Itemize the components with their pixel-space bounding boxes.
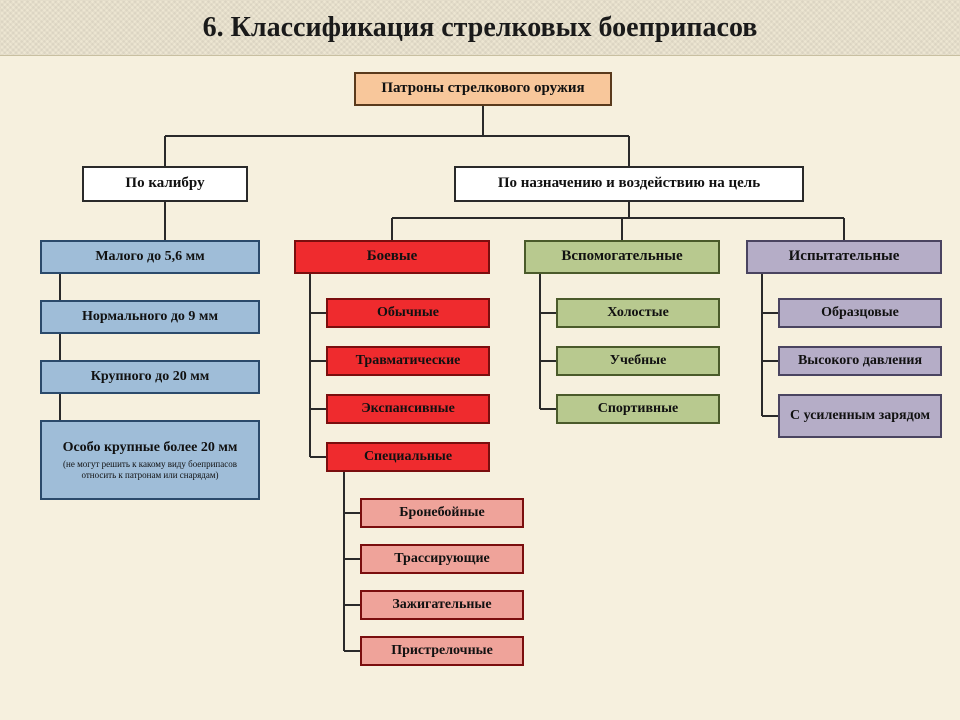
node-label: Обычные [377, 305, 439, 321]
node-label: Травматические [356, 353, 461, 369]
node-aux: Вспомогательные [524, 240, 720, 274]
node-a1: Холостые [556, 298, 720, 328]
node-s3: Зажигательные [360, 590, 524, 620]
node-note: (не могут решить к какому виду боеприпас… [48, 459, 252, 480]
node-label: Холостые [607, 305, 669, 321]
node-label: Пристрелочные [391, 643, 493, 659]
title-bar: 6. Классификация стрелковых боеприпасов [0, 0, 960, 56]
node-c2: Травматические [326, 346, 490, 376]
node-purpose: По назначению и воздействию на цель [454, 166, 804, 202]
node-label: Экспансивные [361, 401, 455, 417]
node-label: Патроны стрелкового оружия [381, 80, 584, 97]
node-caliber: По калибру [82, 166, 248, 202]
node-label: Образцовые [821, 305, 899, 321]
page-title: 6. Классификация стрелковых боеприпасов [203, 12, 758, 44]
node-root: Патроны стрелкового оружия [354, 72, 612, 106]
node-a3: Спортивные [556, 394, 720, 424]
node-s1: Бронебойные [360, 498, 524, 528]
node-label: Бронебойные [399, 505, 484, 521]
node-test: Испытательные [746, 240, 942, 274]
node-label: По назначению и воздействию на цель [498, 175, 760, 192]
node-c3: Экспансивные [326, 394, 490, 424]
node-label: Боевые [367, 248, 418, 265]
node-cal4: Особо крупные более 20 мм (не могут решит… [40, 420, 260, 500]
node-s2: Трассирующие [360, 544, 524, 574]
node-label: Спортивные [598, 401, 679, 417]
node-cal2: Нормального до 9 мм [40, 300, 260, 334]
node-label: Испытательные [789, 248, 900, 265]
node-c4: Специальные [326, 442, 490, 472]
node-s4: Пристрелочные [360, 636, 524, 666]
node-label: Особо крупные более 20 мм [63, 440, 238, 456]
node-combat: Боевые [294, 240, 490, 274]
node-label: Нормального до 9 мм [82, 309, 218, 325]
node-cal1: Малого до 5,6 мм [40, 240, 260, 274]
node-label: Трассирующие [394, 551, 489, 567]
node-t3: С усиленным зарядом [778, 394, 942, 438]
node-label: Вспомогательные [561, 248, 682, 265]
node-c1: Обычные [326, 298, 490, 328]
node-label: Учебные [610, 353, 667, 369]
node-cal3: Крупного до 20 мм [40, 360, 260, 394]
node-t1: Образцовые [778, 298, 942, 328]
node-a2: Учебные [556, 346, 720, 376]
node-label: С усиленным зарядом [790, 408, 930, 424]
node-label: По калибру [125, 175, 204, 192]
node-label: Высокого давления [798, 353, 922, 369]
node-label: Малого до 5,6 мм [95, 249, 204, 265]
node-t2: Высокого давления [778, 346, 942, 376]
node-label: Крупного до 20 мм [91, 369, 210, 385]
node-label: Специальные [364, 449, 452, 465]
node-label: Зажигательные [392, 597, 491, 613]
